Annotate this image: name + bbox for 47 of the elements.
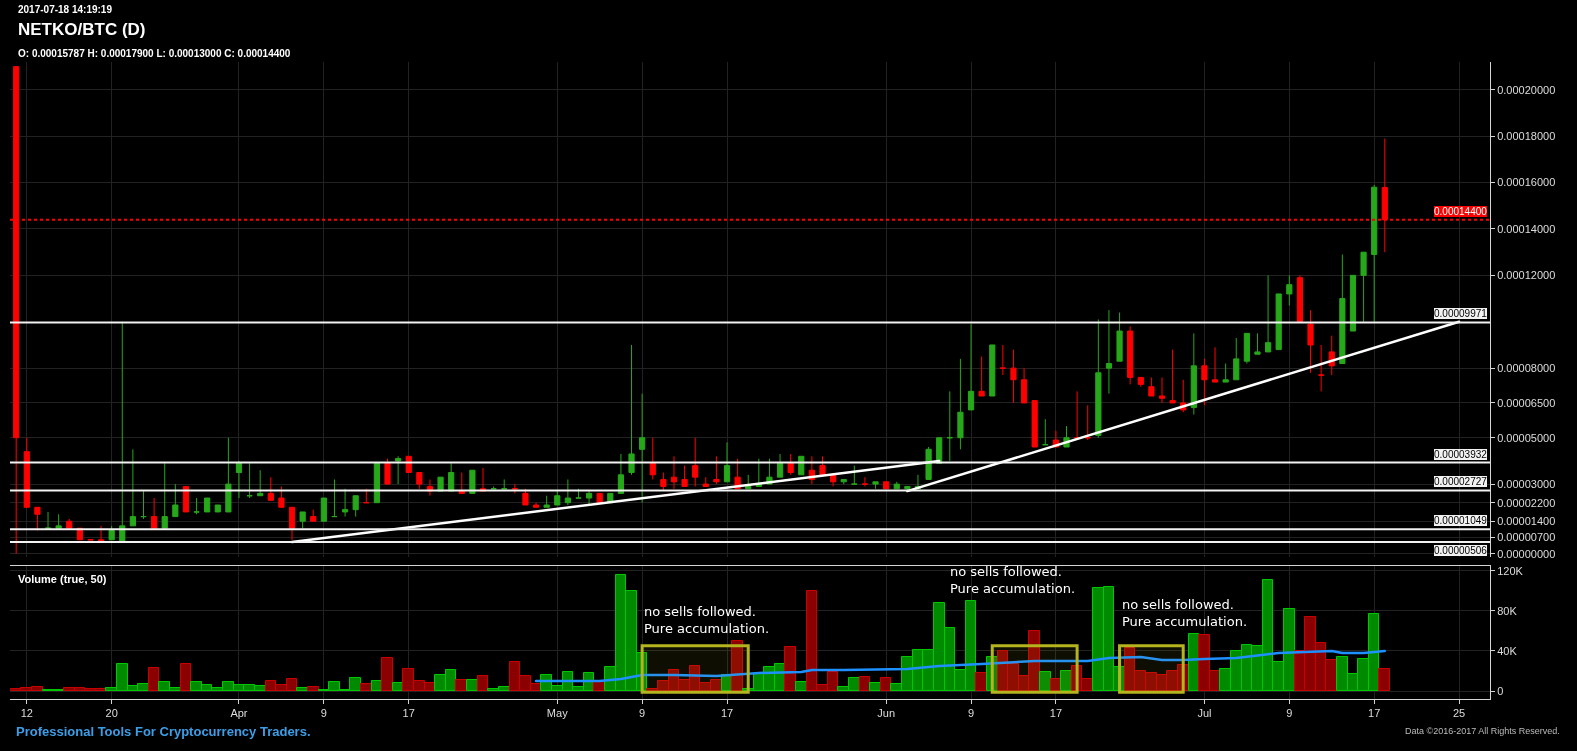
text: 2017-07-18 14:19:19 [18, 4, 113, 15]
y-tick-label: 0.00014000 [1497, 222, 1556, 235]
y-tick-label: 120K [1497, 564, 1524, 577]
x-tick-label: 20 [105, 707, 118, 720]
ref-line-label: 0.00000506 [1434, 545, 1488, 556]
x-tick-label: 17 [1049, 707, 1063, 720]
x-tick-label: 9 [967, 707, 975, 720]
ref-line-label: 0.00002727 [1434, 476, 1488, 487]
annotation: no sells followed. Pure accumulation. [950, 564, 1076, 596]
y-tick-label: 0.00018000 [1497, 130, 1556, 143]
chart-subtitle: O: 0.00015787 H: 0.00017900 L: 0.00013000 C: 0.00014400 [18, 48, 291, 59]
x-tick-label: 17 [1368, 707, 1381, 720]
x-tick-label: 25 [1452, 707, 1466, 720]
y-tick-label: 0.00020000 [1497, 83, 1556, 96]
y-tick-label: 0.00001400 [1497, 515, 1556, 528]
y-tick-label: 0.00006500 [1497, 396, 1556, 409]
x-tick-label: Jul [1197, 707, 1212, 720]
y-tick-label: 0.00002200 [1497, 496, 1556, 509]
y-tick-label: 80K [1497, 604, 1518, 617]
ref-line-label: 0.00001049 [1434, 515, 1488, 526]
ref-line-label: 0.00014400 [1434, 206, 1488, 217]
annotation: no sells followed. Pure accumulation. [1122, 597, 1248, 629]
text: Data ©2016-2017 All Rights Reserved. [1405, 726, 1560, 736]
x-tick-label: 17 [402, 707, 415, 720]
ref-line-label: 0.00003932 [1434, 449, 1488, 460]
text: Volume (true, 50) [18, 573, 107, 585]
y-tick-label: 0.00012000 [1497, 269, 1556, 282]
y-tick-label: 0.00016000 [1497, 176, 1556, 189]
x-tick-label: Apr [230, 707, 248, 720]
y-tick-label: 0.00003000 [1497, 477, 1556, 490]
annotation: no sells followed. Pure accumulation. [644, 604, 770, 636]
y-tick-label: 0.00000700 [1497, 531, 1556, 544]
ref-line-label: 0.00009971 [1434, 308, 1488, 319]
x-tick-label: May [546, 707, 569, 720]
x-tick-label: 9 [320, 707, 327, 720]
x-tick-label: 9 [1286, 707, 1293, 720]
x-tick-label: 17 [720, 707, 734, 720]
y-tick-label: 0.00000000 [1497, 547, 1556, 560]
text: Professional Tools For Cryptocurrency Traders. [16, 724, 311, 739]
x-tick-label: 9 [639, 707, 646, 720]
x-tick-label: 12 [20, 707, 33, 720]
y-tick-label: 0 [1497, 684, 1504, 697]
y-tick-label: 0.00005000 [1497, 431, 1556, 444]
y-tick-label: 0.00008000 [1497, 362, 1556, 374]
x-tick-label: Jun [877, 707, 896, 720]
chart-title: NETKO/BTC (D) [18, 20, 146, 39]
y-tick-label: 40K [1497, 644, 1518, 657]
